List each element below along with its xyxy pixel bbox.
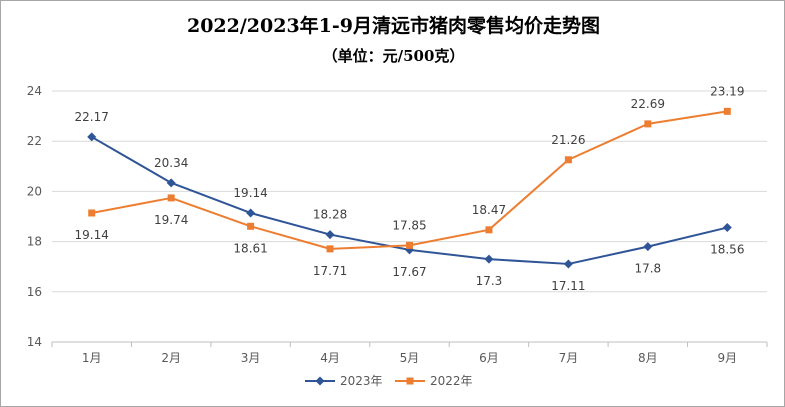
point-marker	[644, 120, 652, 128]
chart-title: 2022/2023年1-9月清远市猪肉零售均价走势图	[186, 15, 601, 37]
y-tick-label: 18	[27, 235, 42, 249]
y-tick-label: 14	[27, 335, 42, 349]
legend-label: 2023年	[340, 374, 383, 388]
point-marker	[563, 259, 573, 269]
legend-label: 2022年	[430, 374, 473, 388]
x-tick-label: 4月	[320, 351, 340, 365]
point-marker	[166, 178, 176, 188]
point-marker	[315, 376, 325, 386]
data-label: 18.28	[313, 208, 347, 222]
point-marker	[484, 254, 494, 264]
data-label: 18.56	[710, 243, 744, 257]
data-label: 17.71	[313, 264, 347, 278]
point-marker	[406, 241, 413, 249]
x-tick-label: 3月	[241, 351, 261, 365]
point-marker	[325, 230, 335, 240]
data-label: 18.47	[472, 203, 506, 217]
point-marker	[643, 242, 653, 252]
x-tick-label: 1月	[82, 351, 102, 365]
data-label: 18.61	[233, 241, 267, 255]
point-marker	[246, 208, 256, 218]
data-label: 17.3	[476, 274, 503, 288]
point-marker	[88, 209, 96, 217]
data-label: 23.19	[710, 84, 744, 98]
chart-subtitle: （单位：元/500克）	[322, 47, 465, 65]
x-tick-label: 7月	[559, 351, 579, 365]
data-label: 17.8	[634, 262, 661, 276]
point-marker	[87, 132, 97, 142]
data-label: 19.74	[154, 213, 188, 227]
point-marker	[406, 377, 414, 385]
data-label: 19.14	[233, 186, 267, 200]
point-marker	[564, 156, 572, 164]
point-marker	[247, 222, 255, 230]
data-label: 19.14	[75, 228, 109, 242]
data-label-layer: 22.17 20.34 19.14 18.28 17.67 17.3 17.11 17.8 18…	[75, 84, 745, 293]
point-marker	[723, 107, 731, 115]
point-marker	[326, 245, 334, 253]
point-marker	[485, 226, 493, 234]
x-tick-label: 9月	[717, 351, 737, 365]
y-tick-label: 20	[27, 184, 42, 198]
data-label: 17.67	[392, 265, 426, 279]
y-tick-label: 22	[27, 134, 42, 148]
y-tick-label: 16	[27, 285, 42, 299]
x-tick-label: 2月	[161, 351, 181, 365]
series-layer	[87, 107, 732, 269]
data-label: 21.26	[551, 133, 585, 147]
x-tick-label: 6月	[479, 351, 499, 365]
data-label: 17.85	[392, 218, 426, 232]
data-label: 22.69	[631, 97, 665, 111]
x-tick-label: 8月	[638, 351, 658, 365]
data-label: 22.17	[75, 110, 109, 124]
data-label: 20.34	[154, 156, 188, 170]
axis-layer: 14 16 18 20 22 24 1月 2月 3月 4月 5月 6月 7月 8月 9月	[27, 84, 768, 365]
legend: 2023年 2022年	[305, 374, 473, 388]
point-marker	[167, 194, 175, 202]
point-marker	[722, 223, 732, 233]
y-tick-label: 24	[27, 84, 42, 98]
x-tick-label: 5月	[400, 351, 420, 365]
data-label: 17.11	[551, 279, 585, 293]
